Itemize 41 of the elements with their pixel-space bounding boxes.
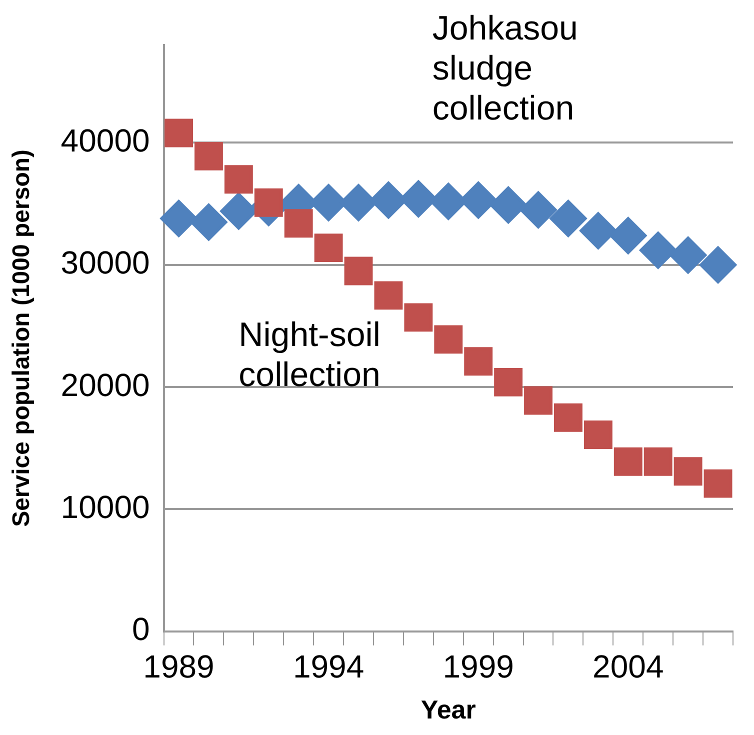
y-tick-label: 40000 <box>60 122 150 159</box>
x-tick-label: 1994 <box>292 648 364 684</box>
point <box>524 386 552 415</box>
x-tick-label: 2004 <box>592 648 664 684</box>
point <box>494 368 523 396</box>
point <box>640 232 677 269</box>
point <box>190 204 228 241</box>
point <box>434 325 463 354</box>
y-axis-title: Service population (1000 person) <box>8 149 36 527</box>
point <box>550 200 587 237</box>
point <box>614 447 642 476</box>
point <box>284 209 313 238</box>
series-label: Night-soil collection <box>238 316 380 394</box>
point <box>520 191 557 228</box>
point <box>464 347 493 376</box>
x-tick-label: 1989 <box>143 648 214 684</box>
y-tick-label: 20000 <box>60 366 150 403</box>
point <box>584 420 612 449</box>
point <box>164 118 193 148</box>
y-tick-label: 0 <box>132 611 150 648</box>
point <box>490 186 527 224</box>
series-label: Johkasou sludge collection <box>432 9 578 128</box>
point <box>704 469 732 498</box>
x-axis-title: Year <box>420 694 476 725</box>
point <box>224 165 253 194</box>
point <box>670 236 707 274</box>
point <box>344 256 373 286</box>
point <box>194 142 223 170</box>
point <box>580 212 617 250</box>
point <box>700 246 737 284</box>
point <box>374 281 403 310</box>
point <box>610 217 647 254</box>
point <box>674 457 702 486</box>
point <box>644 447 672 476</box>
y-tick-label: 10000 <box>60 489 150 526</box>
point <box>160 200 198 237</box>
x-tick-label: 1999 <box>442 648 514 684</box>
point <box>314 234 343 262</box>
point <box>404 303 433 332</box>
point <box>554 403 582 432</box>
y-tick-label: 30000 <box>60 244 150 281</box>
